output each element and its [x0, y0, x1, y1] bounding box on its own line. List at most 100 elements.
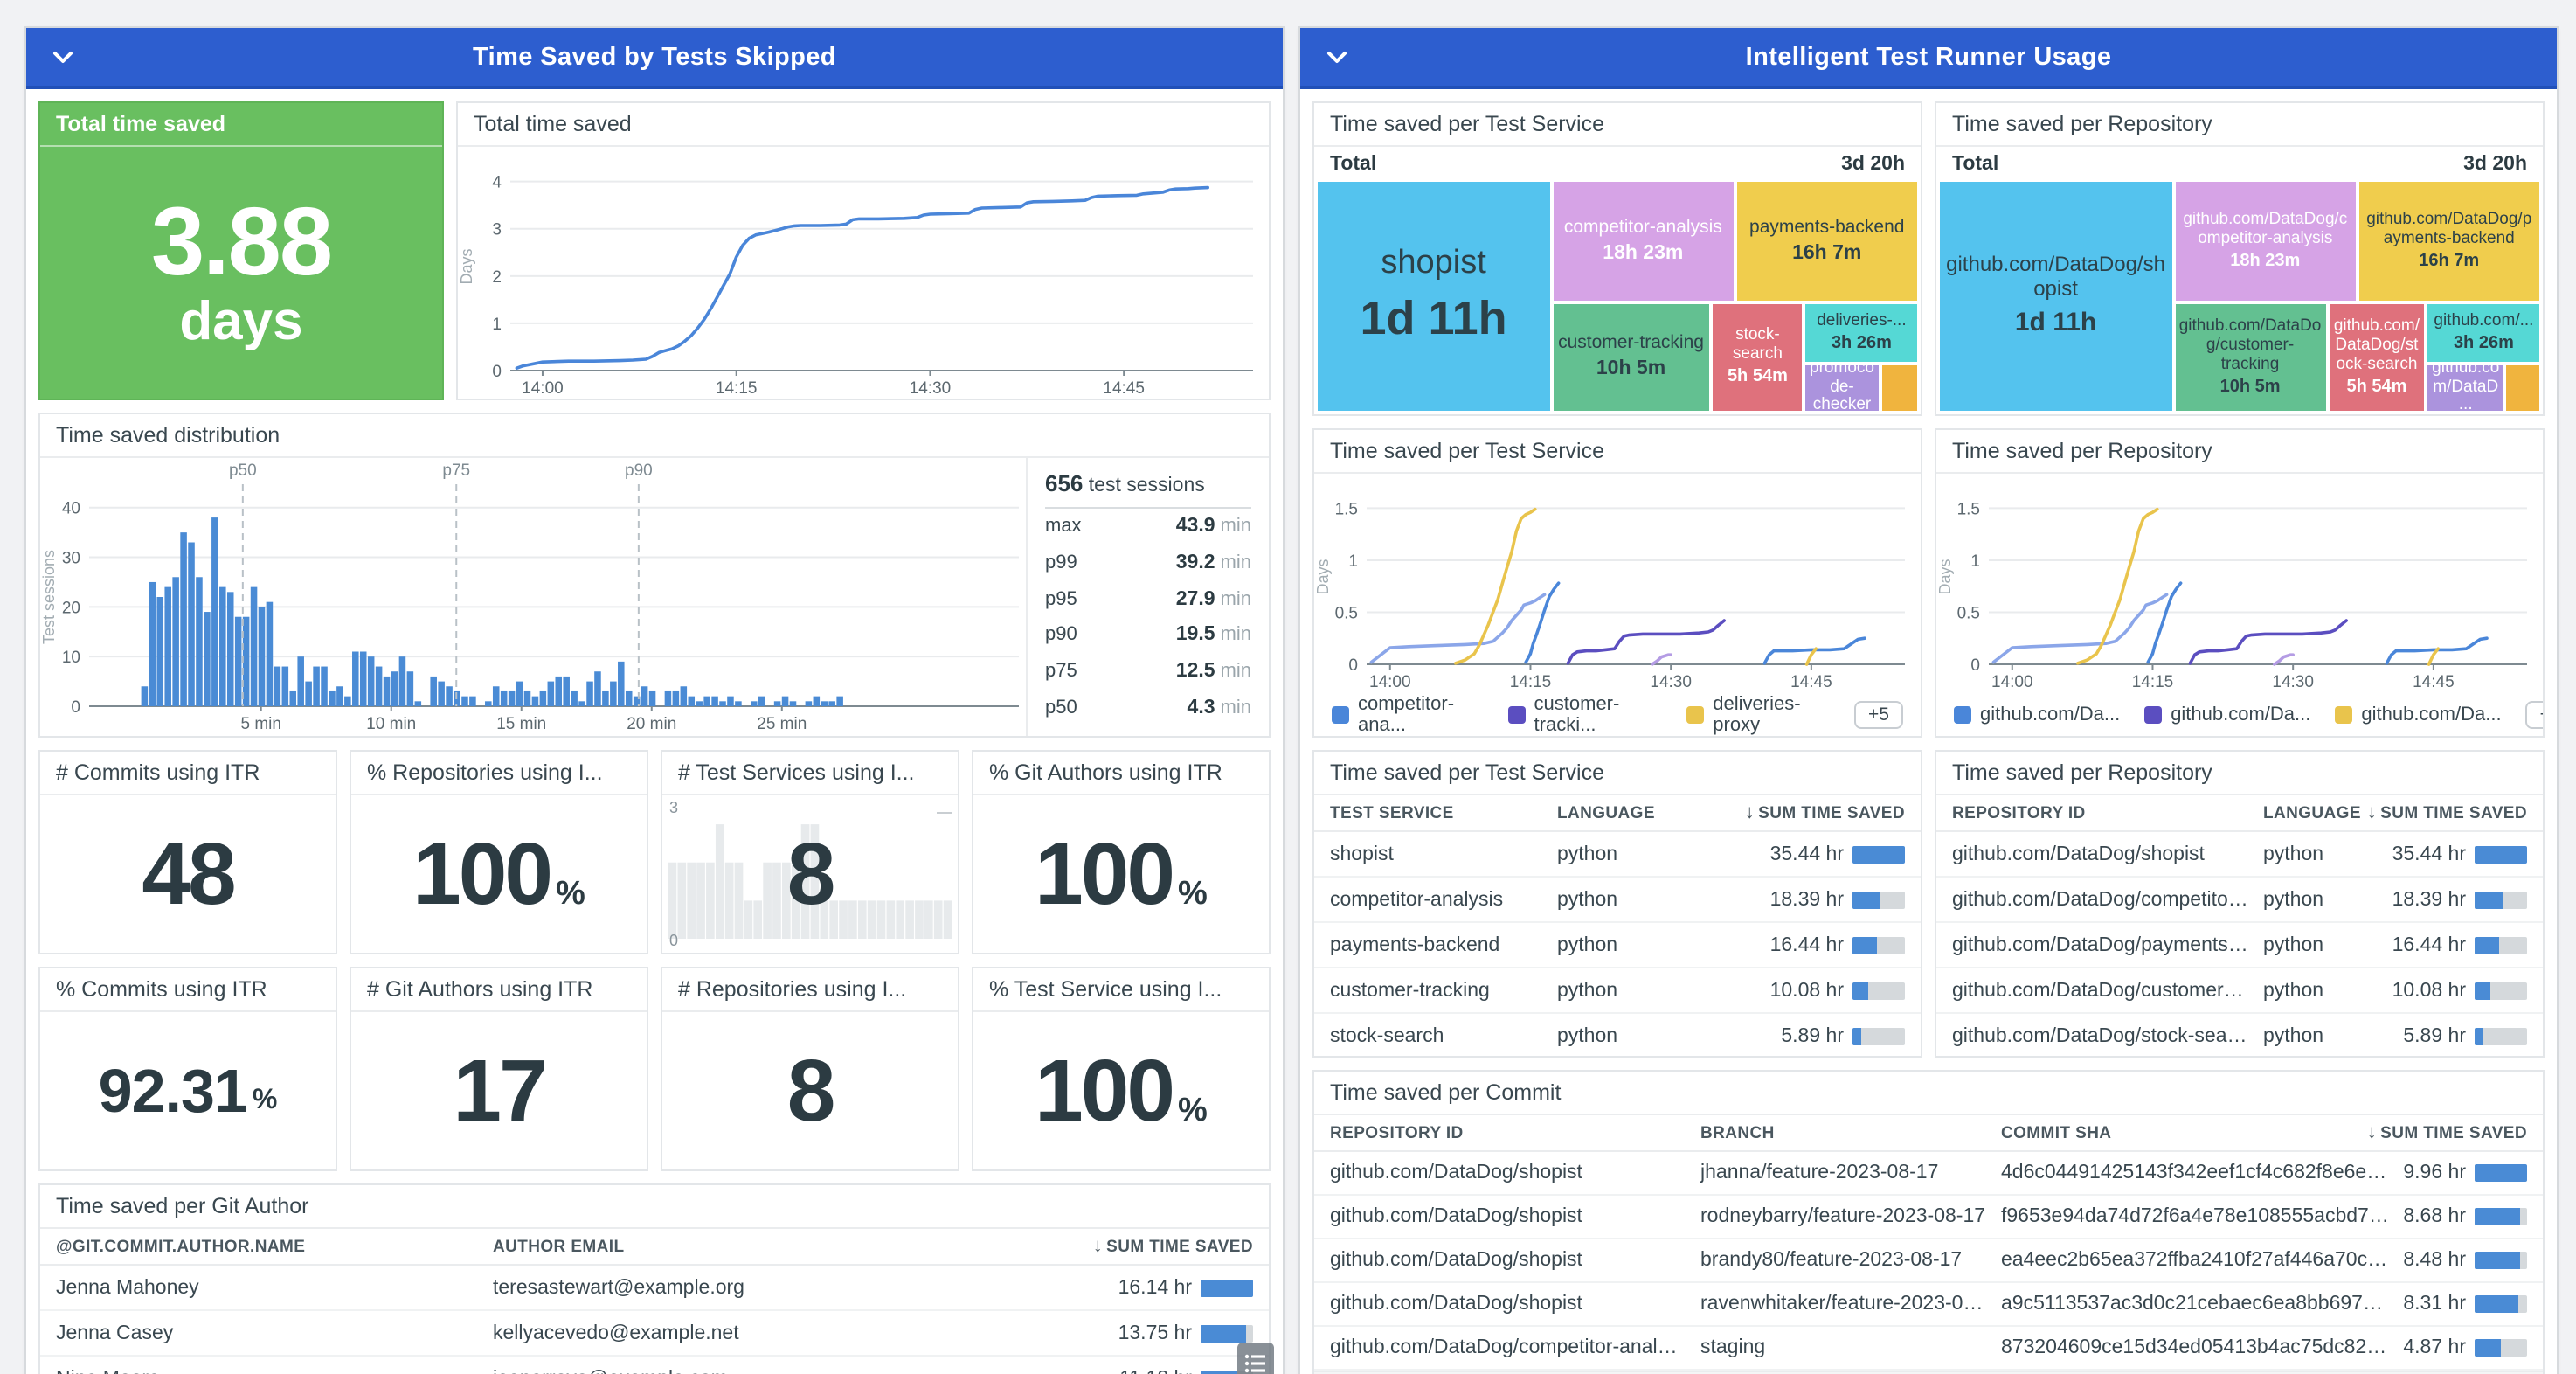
table-row[interactable]: github.com/DataDog/shopist ravenwhitaker/… [1314, 1283, 2543, 1327]
treemap-tile[interactable]: promocode-checker [1804, 364, 1880, 413]
time-saved-distribution-widget[interactable]: Time saved distribution 0 10 20 30 40 5 min 10… [38, 413, 1271, 738]
table-row[interactable]: github.com/DataDog/shopist python 35.44 hr [1936, 832, 2543, 878]
table-row[interactable]: stock-search python 5.89 hr [1314, 1014, 1921, 1056]
table-cell: 873204609ce15d34ed05413b4ac75dc82d3d6f..… [2001, 1337, 2404, 1358]
stat-value-number: 4.3 [1187, 697, 1215, 718]
collapse-chevron-icon[interactable] [1323, 44, 1351, 72]
query-value-card[interactable]: # Repositories using I... 8 [661, 967, 959, 1171]
chart-legend: github.com/Da... github.com/Da... github.c… [1936, 692, 2543, 736]
total-time-saved-line-widget[interactable]: Total time saved 0 1 2 3 4 14:00 14:15 14:30 14:… [456, 101, 1271, 400]
table-row[interactable]: github.com/DataDog/competitor-an... pytho… [1936, 878, 2543, 923]
table-row[interactable]: github.com/DataDog/shopist rodneybarry/fe… [1314, 1196, 2543, 1239]
table-row[interactable]: shopist python 35.44 hr [1314, 832, 1921, 878]
svg-text:p90: p90 [625, 461, 653, 480]
treemap-service[interactable]: shopist 1d 11h competitor-analysis 18h 23m p… [1316, 180, 1919, 413]
column-header[interactable]: ↓ SUM TIME SAVED [1093, 1236, 1253, 1257]
treemap-tile-label: deliveries-... [1817, 310, 1907, 330]
stat-value: 27.9 min [1176, 588, 1251, 609]
value-bar-track [2475, 845, 2527, 863]
column-header[interactable]: AUTHOR EMAIL [493, 1237, 1093, 1256]
column-header[interactable]: @GIT.COMMIT.AUTHOR.NAME [56, 1237, 493, 1256]
table-row[interactable]: github.com/DataDog/shopist jhanna/feature… [1314, 1152, 2543, 1196]
table-row[interactable]: payments-backend python 16.44 hr [1314, 923, 1921, 968]
column-header[interactable]: REPOSITORY ID [1330, 1123, 1700, 1142]
stat-value-unit: min [1220, 552, 1251, 573]
table-row[interactable]: github.com/DataDog/payments-bac... python… [1936, 923, 2543, 968]
table-row[interactable]: Jenna Mahoney teresastewart@example.org 16… [40, 1266, 1269, 1311]
legend-item[interactable]: customer-tracki... [1507, 693, 1663, 735]
treemap-tile[interactable]: github.com/DataDog/competitor-analysis 18… [2173, 180, 2358, 303]
legend-item[interactable]: github.com/Da... [1954, 704, 2120, 725]
distribution-histogram[interactable]: 0 10 20 30 40 5 min 10 min 15 min 20 min 25 min p5… [40, 458, 1026, 736]
table-row[interactable]: competitor-analysis python 18.39 hr [1314, 878, 1921, 923]
legend-item[interactable]: github.com/Da... [2335, 704, 2502, 725]
treemap-tile[interactable]: github.com/DataDog/customer-tracking 10h … [2173, 302, 2328, 413]
total-time-saved-line-chart[interactable]: 0 1 2 3 4 14:00 14:15 14:30 14:45 Days [458, 147, 1269, 399]
table-row[interactable]: github.com/DataDog/stock-search python 5.8… [1936, 1014, 2543, 1056]
column-header[interactable]: ↓ SUM TIME SAVED [2367, 802, 2527, 823]
cell-value: 35.44 hr [2392, 843, 2466, 864]
column-header[interactable]: COMMIT SHA [2001, 1123, 2367, 1142]
treemap-tile[interactable]: stock-search 5h 54m [1710, 302, 1804, 413]
query-value-card[interactable]: # Commits using ITR 48 [38, 750, 337, 954]
line-repo-widget[interactable]: Time saved per Repository 0 0.5 1 1.5 14:00 1… [1935, 428, 2545, 738]
column-header[interactable]: REPOSITORY ID [1952, 803, 2263, 822]
table-row[interactable]: customer-tracking python 10.08 hr [1314, 968, 1921, 1014]
column-header[interactable]: BRANCH [1700, 1123, 2001, 1142]
repo-table-widget[interactable]: Time saved per Repository REPOSITORY ID L… [1935, 750, 2545, 1058]
per-service-line-chart[interactable]: 0 0.5 1 1.5 14:00 14:15 14:30 14:45 Days [1314, 474, 1921, 692]
treemap-tile[interactable]: payments-backend 16h 7m [1735, 180, 1919, 303]
treemap-tile[interactable]: github.com/... 3h 26m [2426, 302, 2541, 364]
treemap-tile[interactable]: customer-tracking 10h 5m [1551, 302, 1711, 413]
table-row[interactable]: Nina Moorejeanarroyo@example.com11.18 hr [40, 1357, 1269, 1374]
legend-more-badge[interactable]: +5 [2525, 700, 2543, 728]
column-header[interactable]: LANGUAGE [1557, 803, 1745, 822]
column-header[interactable]: LANGUAGE [2263, 803, 2367, 822]
treemap-tile[interactable]: shopist 1d 11h [1316, 180, 1552, 413]
time-saved-per-git-author-widget[interactable]: Time saved per Git Author @GIT.COMMIT.AU… [38, 1183, 1271, 1374]
treemap-tile[interactable]: github.com/DataDog/stock-search 5h 54m [2327, 302, 2427, 413]
treemap-tile[interactable]: github.com/DataDog/payments-backend 16h 7… [2357, 180, 2541, 303]
treemap-repo-widget[interactable]: Time saved per Repository Total 3d 20h g… [1935, 101, 2545, 416]
table-row[interactable]: github.com/DataDog/customer-trac... pytho… [1936, 968, 2543, 1014]
treemap-tile[interactable]: github.com/DataDog/shopist 1d 11h [1938, 180, 2174, 413]
column-header[interactable]: ↓ SUM TIME SAVED [2367, 1122, 2527, 1143]
query-value-card[interactable]: # Git Authors using ITR 17 [350, 967, 648, 1171]
treemap-tile[interactable]: competitor-analysis 18h 23m [1551, 180, 1735, 303]
treemap-service-widget[interactable]: Time saved per Test Service Total 3d 20h… [1312, 101, 1922, 416]
commit-table-widget[interactable]: Time saved per Commit REPOSITORY ID BRANC… [1312, 1070, 2545, 1374]
query-value-card[interactable]: % Repositories using I... 100% [350, 750, 648, 954]
service-table-widget[interactable]: Time saved per Test Service TEST SERVICE… [1312, 750, 1922, 1058]
collapse-chevron-icon[interactable] [49, 44, 77, 72]
legend-item[interactable]: competitor-ana... [1332, 693, 1484, 735]
query-value-card[interactable]: % Commits using ITR 92.31% [38, 967, 337, 1171]
stat-value-number: 19.5 [1175, 624, 1215, 646]
treemap-tile[interactable]: github.com/DataD... [2426, 364, 2505, 413]
query-value-card[interactable]: % Git Authors using ITR 100% [972, 750, 1271, 954]
table-row[interactable]: Jenna Casey kellyacevedo@example.net 13.75… [40, 1311, 1269, 1357]
value-bar-track [1201, 1370, 1253, 1374]
query-value-card[interactable]: % Test Service using I... 100% [972, 967, 1271, 1171]
total-time-saved-card[interactable]: Total time saved 3.88 days [38, 101, 444, 400]
treemap-tile-value: 5h 54m [2346, 377, 2407, 397]
stat-value-unit: min [1220, 661, 1251, 683]
treemap-tile[interactable]: deliveries-... 3h 26m [1804, 302, 1919, 364]
column-header-label: SUM TIME SAVED [1106, 1237, 1253, 1256]
panel-header[interactable]: Time Saved by Tests Skipped [26, 28, 1283, 89]
treemap-tile[interactable] [2504, 364, 2541, 413]
query-value-card[interactable]: # Test Services using I... 3 0 8 [661, 750, 959, 954]
treemap-tile[interactable] [1880, 364, 1919, 413]
table-row[interactable]: github.com/DataDog/shopist brandy80/featu… [1314, 1239, 2543, 1283]
line-service-widget[interactable]: Time saved per Test Service 0 0.5 1 1.5 14:0… [1312, 428, 1922, 738]
legend-item[interactable]: deliveries-proxy [1686, 693, 1830, 735]
table-row[interactable]: github.com/DataDog/competitor-analysis st… [1314, 1327, 2543, 1371]
column-header[interactable]: TEST SERVICE [1330, 803, 1557, 822]
notes-list-button[interactable] [1237, 1343, 1274, 1374]
stat-value: 4.3 min [1188, 697, 1251, 718]
treemap-repository[interactable]: github.com/DataDog/shopist 1d 11h github.c… [1938, 180, 2541, 413]
column-header[interactable]: ↓ SUM TIME SAVED [1745, 802, 1905, 823]
per-repository-line-chart[interactable]: 0 0.5 1 1.5 14:00 14:15 14:30 14:45 Days [1936, 474, 2543, 692]
panel-header[interactable]: Intelligent Test Runner Usage [1300, 28, 2557, 89]
legend-item[interactable]: github.com/Da... [2144, 704, 2310, 725]
legend-more-badge[interactable]: +5 [1854, 700, 1903, 728]
